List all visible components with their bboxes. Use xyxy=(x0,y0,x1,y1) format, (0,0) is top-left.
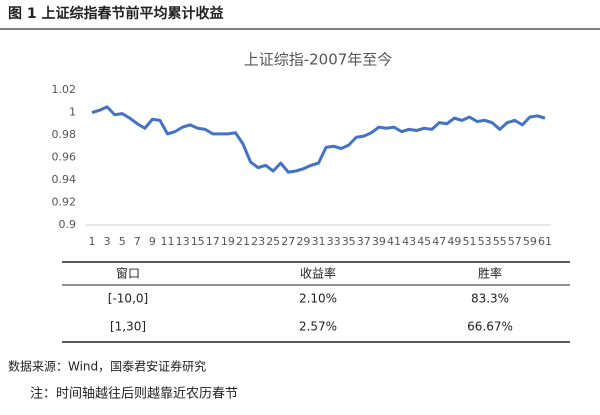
y-tick-label: 1.02 xyxy=(52,83,77,96)
x-tick-label: 19 xyxy=(221,235,235,248)
table-header: 胜率 xyxy=(478,266,502,281)
x-tick-label: 37 xyxy=(357,235,371,248)
y-tick-label: 0.94 xyxy=(52,173,77,186)
x-tick-label: 53 xyxy=(478,235,492,248)
x-tick-label: 43 xyxy=(402,235,416,248)
table-cell: [-10,0] xyxy=(108,292,148,306)
x-tick-label: 57 xyxy=(508,235,522,248)
data-line xyxy=(91,105,546,174)
x-tick-label: 25 xyxy=(266,235,280,248)
x-tick-label: 15 xyxy=(191,235,205,248)
x-tick-label: 49 xyxy=(447,235,461,248)
table-cell: 2.57% xyxy=(299,320,337,334)
y-tick-label: 0.98 xyxy=(52,128,77,141)
x-tick-label: 5 xyxy=(119,235,126,248)
table-cell: 66.67% xyxy=(467,320,513,334)
y-tick-label: 1 xyxy=(69,106,76,119)
x-tick-label: 51 xyxy=(463,235,477,248)
chart-title: 上证综指-2007年至今 xyxy=(244,51,393,69)
x-tick-label: 29 xyxy=(296,235,310,248)
x-tick-label: 45 xyxy=(417,235,431,248)
x-tick-label: 7 xyxy=(134,235,141,248)
table-header: 收益率 xyxy=(300,266,336,281)
y-tick-label: 0.92 xyxy=(52,196,77,209)
figure-title: 图 1 上证综指春节前平均累计收益 xyxy=(8,5,224,22)
x-tick-label: 3 xyxy=(104,235,111,248)
table-cell: 83.3% xyxy=(471,292,509,306)
table-header: 窗口 xyxy=(116,267,140,281)
y-tick-label: 0.9 xyxy=(59,218,77,231)
source: 数据来源：Wind，国泰君安证券研究 xyxy=(8,359,206,374)
x-tick-label: 39 xyxy=(372,235,386,248)
x-tick-label: 35 xyxy=(342,235,356,248)
table-cell: 2.10% xyxy=(299,292,337,306)
x-tick-label: 61 xyxy=(538,235,552,248)
x-tick-label: 27 xyxy=(281,235,295,248)
x-tick-label: 23 xyxy=(251,235,265,248)
note: 注：时间轴越往后则越靠近农历春节 xyxy=(30,387,238,402)
x-tick-label: 41 xyxy=(387,235,401,248)
x-tick-label: 47 xyxy=(432,235,446,248)
x-tick-label: 1 xyxy=(89,235,96,248)
x-tick-label: 11 xyxy=(161,235,175,248)
x-tick-label: 9 xyxy=(149,235,156,248)
x-tick-label: 55 xyxy=(493,235,507,248)
x-tick-label: 21 xyxy=(236,235,250,248)
x-tick-label: 17 xyxy=(206,235,220,248)
x-tick-label: 33 xyxy=(327,235,341,248)
x-tick-label: 59 xyxy=(523,235,537,248)
x-tick-label: 31 xyxy=(312,235,326,248)
y-tick-label: 0.96 xyxy=(52,151,77,164)
table-cell: [1,30] xyxy=(110,320,146,334)
x-tick-label: 13 xyxy=(176,235,190,248)
